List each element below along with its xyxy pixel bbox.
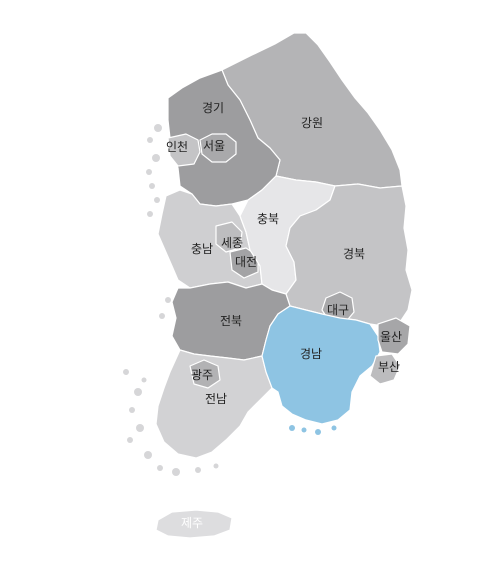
region-gwangju[interactable] [189,359,221,389]
region-sejong[interactable] [215,221,243,253]
region-jeju[interactable] [155,509,233,539]
region-ulsan[interactable] [377,317,411,355]
region-busan[interactable] [369,353,401,385]
west-coast-islands [123,124,219,476]
region-incheon[interactable] [167,133,201,167]
region-daejeon[interactable] [229,247,259,279]
region-seoul[interactable] [199,133,237,163]
region-jeonnam[interactable] [155,349,273,459]
region-gyeongnam[interactable] [261,305,381,425]
south-coast-islands [289,425,337,435]
